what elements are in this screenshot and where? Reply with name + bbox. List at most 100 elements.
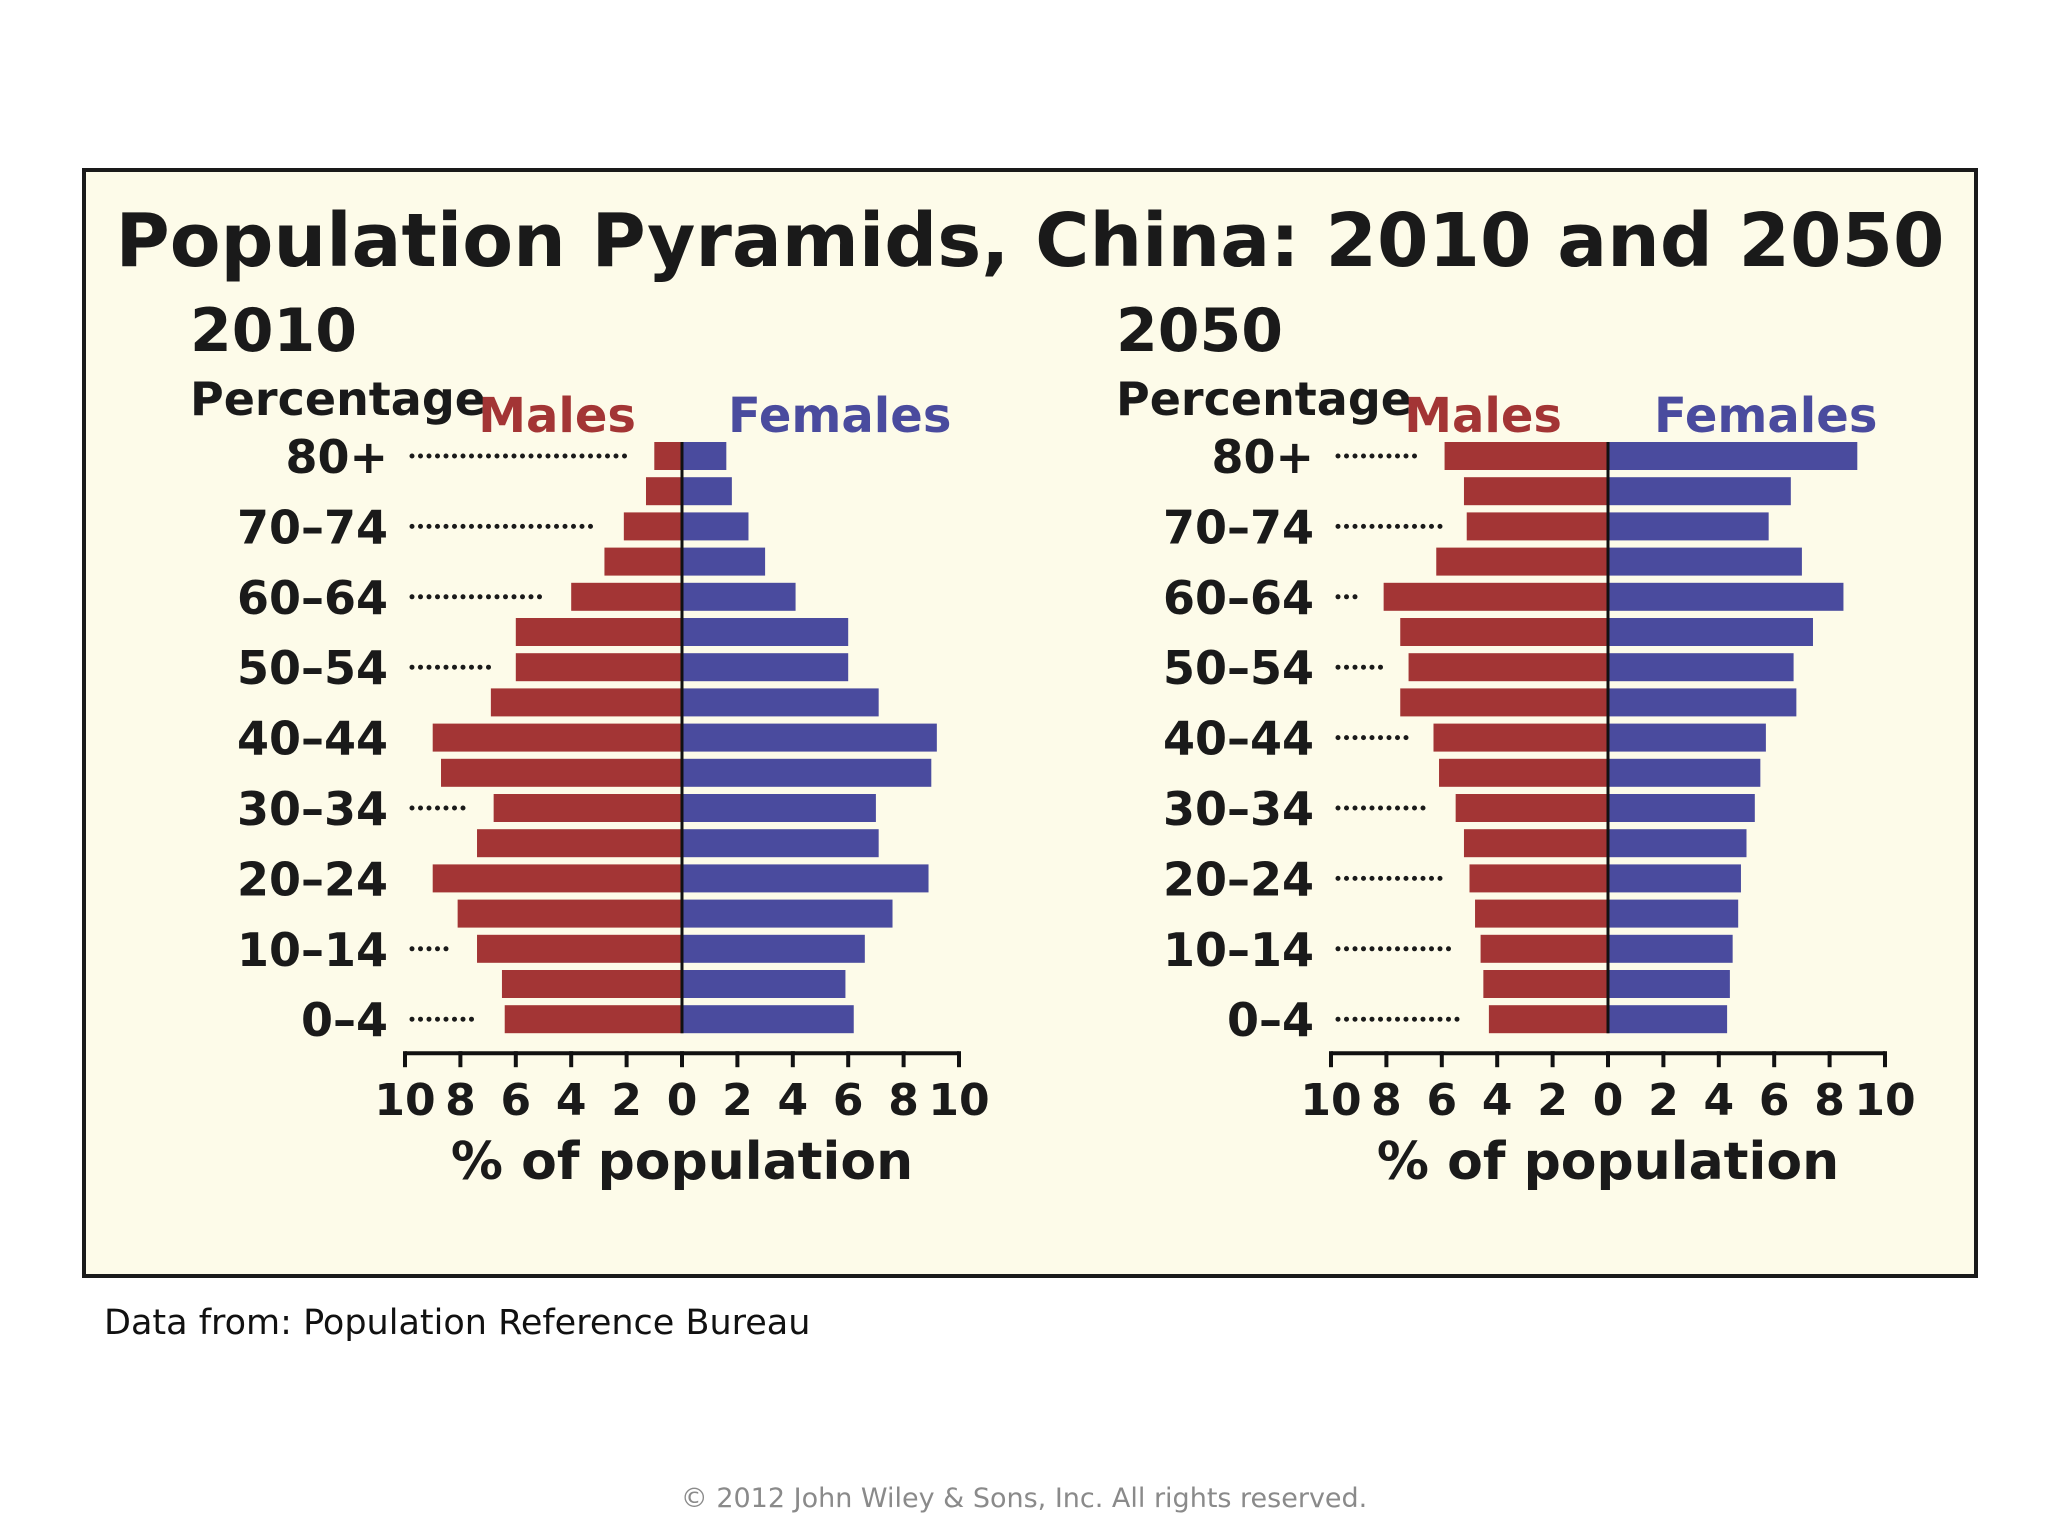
bar-male-2010-5–9	[501, 970, 682, 998]
x-tick-label-2050-1: 8	[1371, 1075, 1402, 1126]
source-note: Data from: Population Reference Bureau	[104, 1303, 811, 1343]
x-tick-label-2010-8: 6	[833, 1075, 864, 1126]
legend-females-2010: Females	[728, 388, 951, 444]
bar-male-2010-80+	[654, 442, 682, 470]
bar-male-2050-70–74	[1466, 512, 1608, 541]
x-tick-label-2050-10: 10	[1854, 1075, 1915, 1126]
bar-male-2050-55–59	[1400, 618, 1608, 646]
age-label-2010-60–64: 60–64	[237, 571, 388, 625]
x-tick-label-2050-8: 6	[1759, 1075, 1790, 1126]
bar-female-2010-60–64	[682, 582, 796, 611]
bar-female-2050-15–19	[1608, 899, 1739, 928]
bar-female-2050-0–4	[1608, 1005, 1728, 1034]
bar-female-2010-50–54	[682, 653, 849, 682]
pyramid-2010-year: 2010	[190, 296, 357, 366]
x-tick-label-2050-9: 8	[1814, 1075, 1845, 1126]
x-tick-label-2010-5: 0	[667, 1075, 698, 1126]
bar-female-2010-40–44	[682, 723, 937, 752]
x-tick-label-2010-1: 8	[445, 1075, 476, 1126]
x-axis-label-2010: % of population	[451, 1132, 913, 1192]
age-label-2050-40–44: 40–44	[1163, 712, 1314, 766]
age-label-2050-80+: 80+	[1211, 430, 1314, 484]
x-tick-label-2010-9: 8	[888, 1075, 919, 1126]
x-tick-label-2010-7: 4	[777, 1075, 808, 1126]
bar-male-2010-10–14	[477, 934, 682, 963]
bar-female-2050-25–29	[1608, 829, 1747, 858]
age-label-2010-30–34: 30–34	[237, 782, 388, 836]
bar-male-2010-40–44	[432, 723, 682, 752]
bar-male-2050-5–9	[1483, 970, 1608, 998]
age-label-2050-30–34: 30–34	[1163, 782, 1314, 836]
copyright-notice: © 2012 John Wiley & Sons, Inc. All right…	[680, 1483, 1368, 1514]
x-tick-label-2010-0: 10	[374, 1075, 435, 1126]
bar-female-2010-30–34	[682, 794, 876, 822]
age-label-2050-0–4: 0–4	[1227, 993, 1314, 1047]
pyramid-2010-subtitle: Percentage	[190, 372, 486, 426]
bar-male-2010-30–34	[493, 794, 682, 822]
bar-female-2010-5–9	[682, 970, 846, 998]
x-tick-label-2050-4: 2	[1537, 1075, 1568, 1126]
bar-female-2050-35–39	[1608, 758, 1761, 787]
pyramid-2050-chart: Males Females80+70–7460–6450–5440–4430–34…	[1163, 388, 1916, 1192]
bar-female-2050-45–49	[1608, 688, 1797, 717]
bar-female-2010-45–49	[682, 688, 879, 717]
age-label-2010-10–14: 10–14	[237, 923, 388, 977]
bar-female-2010-80+	[682, 442, 727, 470]
legend-males-2010: Males	[478, 388, 636, 444]
x-tick-label-2010-2: 6	[500, 1075, 531, 1126]
bar-female-2050-5–9	[1608, 970, 1730, 998]
x-tick-label-2010-4: 2	[611, 1075, 642, 1126]
x-tick-label-2050-3: 4	[1482, 1075, 1513, 1126]
bar-female-2050-70–74	[1608, 512, 1769, 541]
bar-female-2010-55–59	[682, 618, 849, 646]
bar-male-2050-25–29	[1463, 829, 1608, 858]
x-tick-label-2050-5: 0	[1593, 1075, 1624, 1126]
bar-male-2010-25–29	[477, 829, 682, 858]
figure-title: Population Pyramids, China: 2010 and 205…	[115, 198, 1945, 284]
bar-male-2010-35–39	[441, 758, 682, 787]
bar-male-2010-50–54	[515, 653, 682, 682]
bar-female-2010-65–69	[682, 547, 766, 576]
bar-male-2050-0–4	[1488, 1005, 1608, 1034]
bar-male-2050-50–54	[1408, 653, 1608, 682]
age-label-2050-10–14: 10–14	[1163, 923, 1314, 977]
bar-male-2050-40–44	[1433, 723, 1608, 752]
bar-male-2010-15–19	[457, 899, 682, 928]
figure-panel: Population Pyramids, China: 2010 and 205…	[82, 168, 1978, 1278]
bar-male-2050-60–64	[1383, 582, 1608, 611]
age-label-2010-70–74: 70–74	[237, 500, 388, 554]
bar-female-2010-35–39	[682, 758, 932, 787]
pyramid-2050-subtitle: Percentage	[1116, 372, 1412, 426]
bar-female-2010-25–29	[682, 829, 879, 858]
bar-male-2010-65–69	[604, 547, 682, 576]
bar-female-2050-40–44	[1608, 723, 1766, 752]
bar-male-2050-45–49	[1400, 688, 1608, 717]
age-label-2010-40–44: 40–44	[237, 712, 388, 766]
bar-female-2050-10–14	[1608, 934, 1733, 963]
x-axis-label-2050: % of population	[1377, 1132, 1839, 1192]
age-label-2010-80+: 80+	[285, 430, 388, 484]
legend-males-2050: Males	[1404, 388, 1562, 444]
age-label-2010-50–54: 50–54	[237, 641, 388, 695]
bar-female-2050-65–69	[1608, 547, 1802, 576]
bar-male-2050-35–39	[1439, 758, 1608, 787]
bar-female-2050-20–24	[1608, 864, 1741, 893]
bar-female-2050-75–79	[1608, 477, 1791, 506]
bar-male-2050-20–24	[1469, 864, 1608, 893]
bar-male-2010-60–64	[571, 582, 682, 611]
bar-male-2010-75–79	[645, 477, 682, 506]
bar-male-2050-75–79	[1463, 477, 1608, 506]
x-tick-label-2010-10: 10	[928, 1075, 989, 1126]
x-tick-label-2010-6: 2	[722, 1075, 753, 1126]
bar-male-2010-0–4	[504, 1005, 682, 1034]
x-tick-label-2050-2: 6	[1426, 1075, 1457, 1126]
bar-male-2050-10–14	[1480, 934, 1608, 963]
bar-female-2010-75–79	[682, 477, 732, 506]
bar-male-2050-30–34	[1455, 794, 1608, 822]
bar-male-2010-20–24	[432, 864, 682, 893]
bar-male-2050-80+	[1444, 442, 1608, 470]
age-label-2050-20–24: 20–24	[1163, 852, 1314, 906]
legend-females-2050: Females	[1654, 388, 1877, 444]
bar-male-2010-45–49	[490, 688, 682, 717]
bar-male-2010-55–59	[515, 618, 682, 646]
